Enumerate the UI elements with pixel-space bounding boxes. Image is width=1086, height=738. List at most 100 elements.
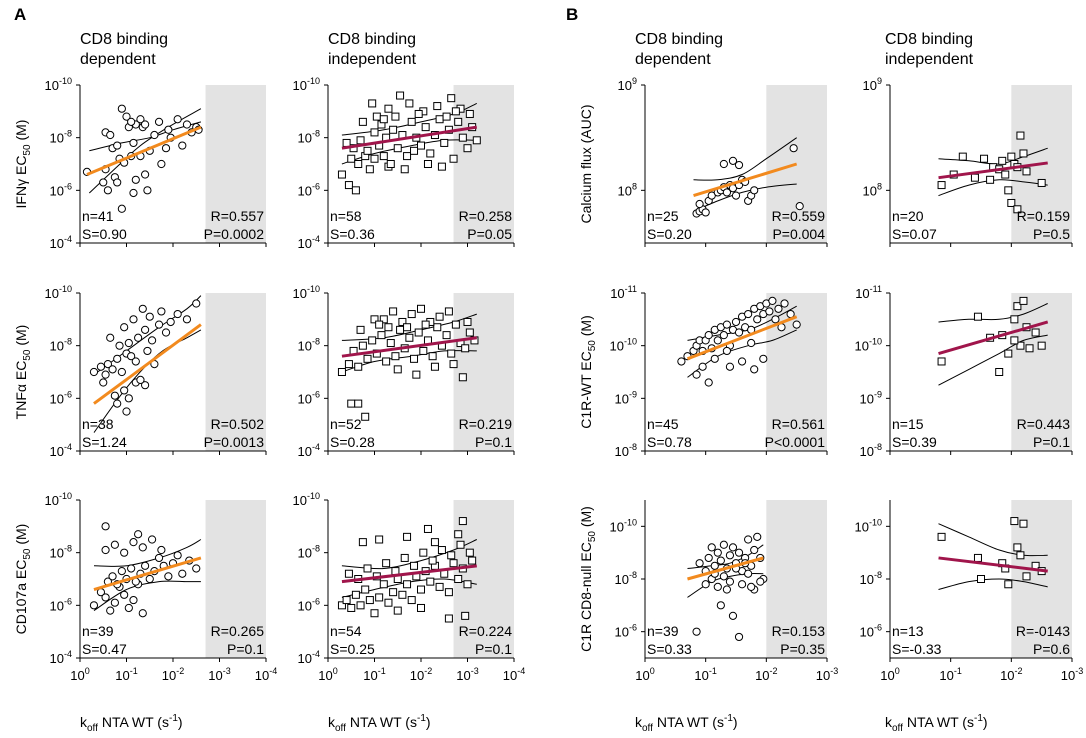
stat-s: S=0.39: [892, 434, 937, 450]
data-point: [405, 333, 414, 342]
panel-a-r1-c2: 10-10 10-8 10-6 10-4 n=58 S=0.36 R=0.258 P=0.05: [293, 76, 515, 251]
data-point: [361, 412, 370, 421]
data-point: [405, 99, 414, 108]
panel-b-r1-c1: 109 108 Calcium flux (AUC) n=25 S=0.20 R=0.55…: [578, 76, 828, 247]
ci-lower-curve: [938, 179, 1048, 197]
data-point: [110, 598, 119, 607]
y-tick-label: 109: [863, 76, 882, 93]
data-point: [120, 548, 129, 557]
stat-r: R=0.559: [772, 208, 826, 224]
data-point: [386, 339, 395, 348]
data-point: [986, 175, 995, 184]
y-axis-title: C1R-WT EC50 (M): [578, 315, 598, 429]
data-point: [1019, 519, 1028, 528]
data-point: [124, 394, 133, 403]
y-tick-label: 10-11: [855, 284, 882, 301]
stat-r: R=0.258: [459, 208, 513, 224]
data-point: [698, 362, 707, 371]
x-tick-label: 10-3: [816, 666, 838, 683]
data-point: [113, 178, 122, 187]
data-point: [444, 614, 453, 623]
y-tick-label: 10-8: [860, 570, 882, 587]
data-point: [710, 561, 719, 570]
y-tick-label: 10-6: [50, 181, 72, 198]
data-point: [1016, 551, 1025, 560]
regression-line: [938, 556, 1048, 573]
y-tick-label: 10-9: [615, 389, 637, 406]
data-point: [937, 532, 946, 541]
data-point: [765, 307, 774, 316]
data-point: [426, 149, 435, 158]
stat-s: S=0.78: [647, 434, 692, 450]
y-axis-title: TNFα EC50 (M): [13, 325, 33, 420]
data-point: [391, 112, 400, 121]
shaded-region: [205, 293, 266, 451]
y-tick-label: 10-8: [298, 337, 320, 354]
data-point: [1016, 341, 1025, 350]
scatter-panels: 10-10 10-8 10-6 10-4 IFNγ EC50 (M) n=41 S=0.90…: [13, 76, 1083, 683]
y-tick-label: 10-8: [298, 544, 320, 561]
data-point: [414, 109, 423, 118]
stat-n: n=25: [647, 208, 679, 224]
data-point: [417, 603, 425, 612]
data-point: [103, 186, 113, 195]
data-point: [451, 320, 460, 329]
column-header-b-independent: CD8 binding independent: [885, 31, 974, 68]
data-point: [192, 564, 201, 573]
y-tick-label: 10-8: [615, 570, 637, 587]
stat-r: R=0.557: [211, 208, 265, 224]
data-point: [458, 517, 467, 526]
data-point: [719, 159, 728, 169]
y-tick-label: 10-6: [298, 389, 320, 406]
data-point: [1004, 186, 1013, 195]
panel-b-r1-c2: 109 108 n=20 S=0.07 R=0.159 P=0.5: [863, 76, 1073, 247]
data-point: [150, 130, 159, 140]
data-point: [744, 535, 753, 544]
regression-line: [341, 336, 478, 358]
y-tick-label: 10-6: [615, 623, 637, 640]
data-point: [101, 545, 110, 555]
x-tick-label: 10-1: [363, 666, 385, 683]
data-point: [768, 296, 777, 305]
data-point: [410, 561, 419, 570]
data-point: [384, 323, 393, 332]
data-point: [677, 357, 686, 366]
data-point: [122, 407, 131, 416]
y-axis-title: CD107a EC50 (M): [13, 524, 33, 635]
data-point: [433, 102, 442, 111]
stat-n: n=41: [82, 208, 114, 224]
svg-text:independent: independent: [328, 51, 417, 68]
data-point: [403, 152, 412, 161]
data-point: [127, 564, 136, 573]
data-point: [354, 160, 363, 168]
data-point: [722, 346, 732, 356]
data-point: [342, 596, 351, 605]
data-point: [400, 165, 409, 174]
data-point: [750, 545, 759, 555]
stat-p: P=0.1: [1033, 434, 1070, 450]
stat-s: S=0.36: [330, 226, 375, 242]
data-point: [774, 304, 783, 313]
stat-r: R=-0143: [1016, 623, 1070, 639]
data-point: [970, 173, 979, 182]
data-point: [131, 357, 140, 366]
data-point: [108, 572, 117, 581]
stat-p: P=0.5: [1033, 226, 1070, 242]
data-point: [393, 606, 402, 615]
data-point: [396, 325, 405, 334]
data-point: [379, 315, 388, 324]
data-point: [164, 125, 173, 134]
data-point: [347, 603, 356, 612]
stat-s: S=0.25: [330, 641, 375, 657]
data-point: [1013, 302, 1022, 311]
svg-text:CD8 binding: CD8 binding: [80, 31, 168, 48]
data-point: [465, 548, 474, 557]
data-point: [351, 590, 360, 599]
data-point: [370, 154, 379, 163]
data-point: [780, 299, 789, 308]
data-point: [719, 540, 728, 549]
data-point: [407, 117, 416, 126]
data-point: [358, 538, 367, 547]
data-point: [337, 170, 346, 179]
